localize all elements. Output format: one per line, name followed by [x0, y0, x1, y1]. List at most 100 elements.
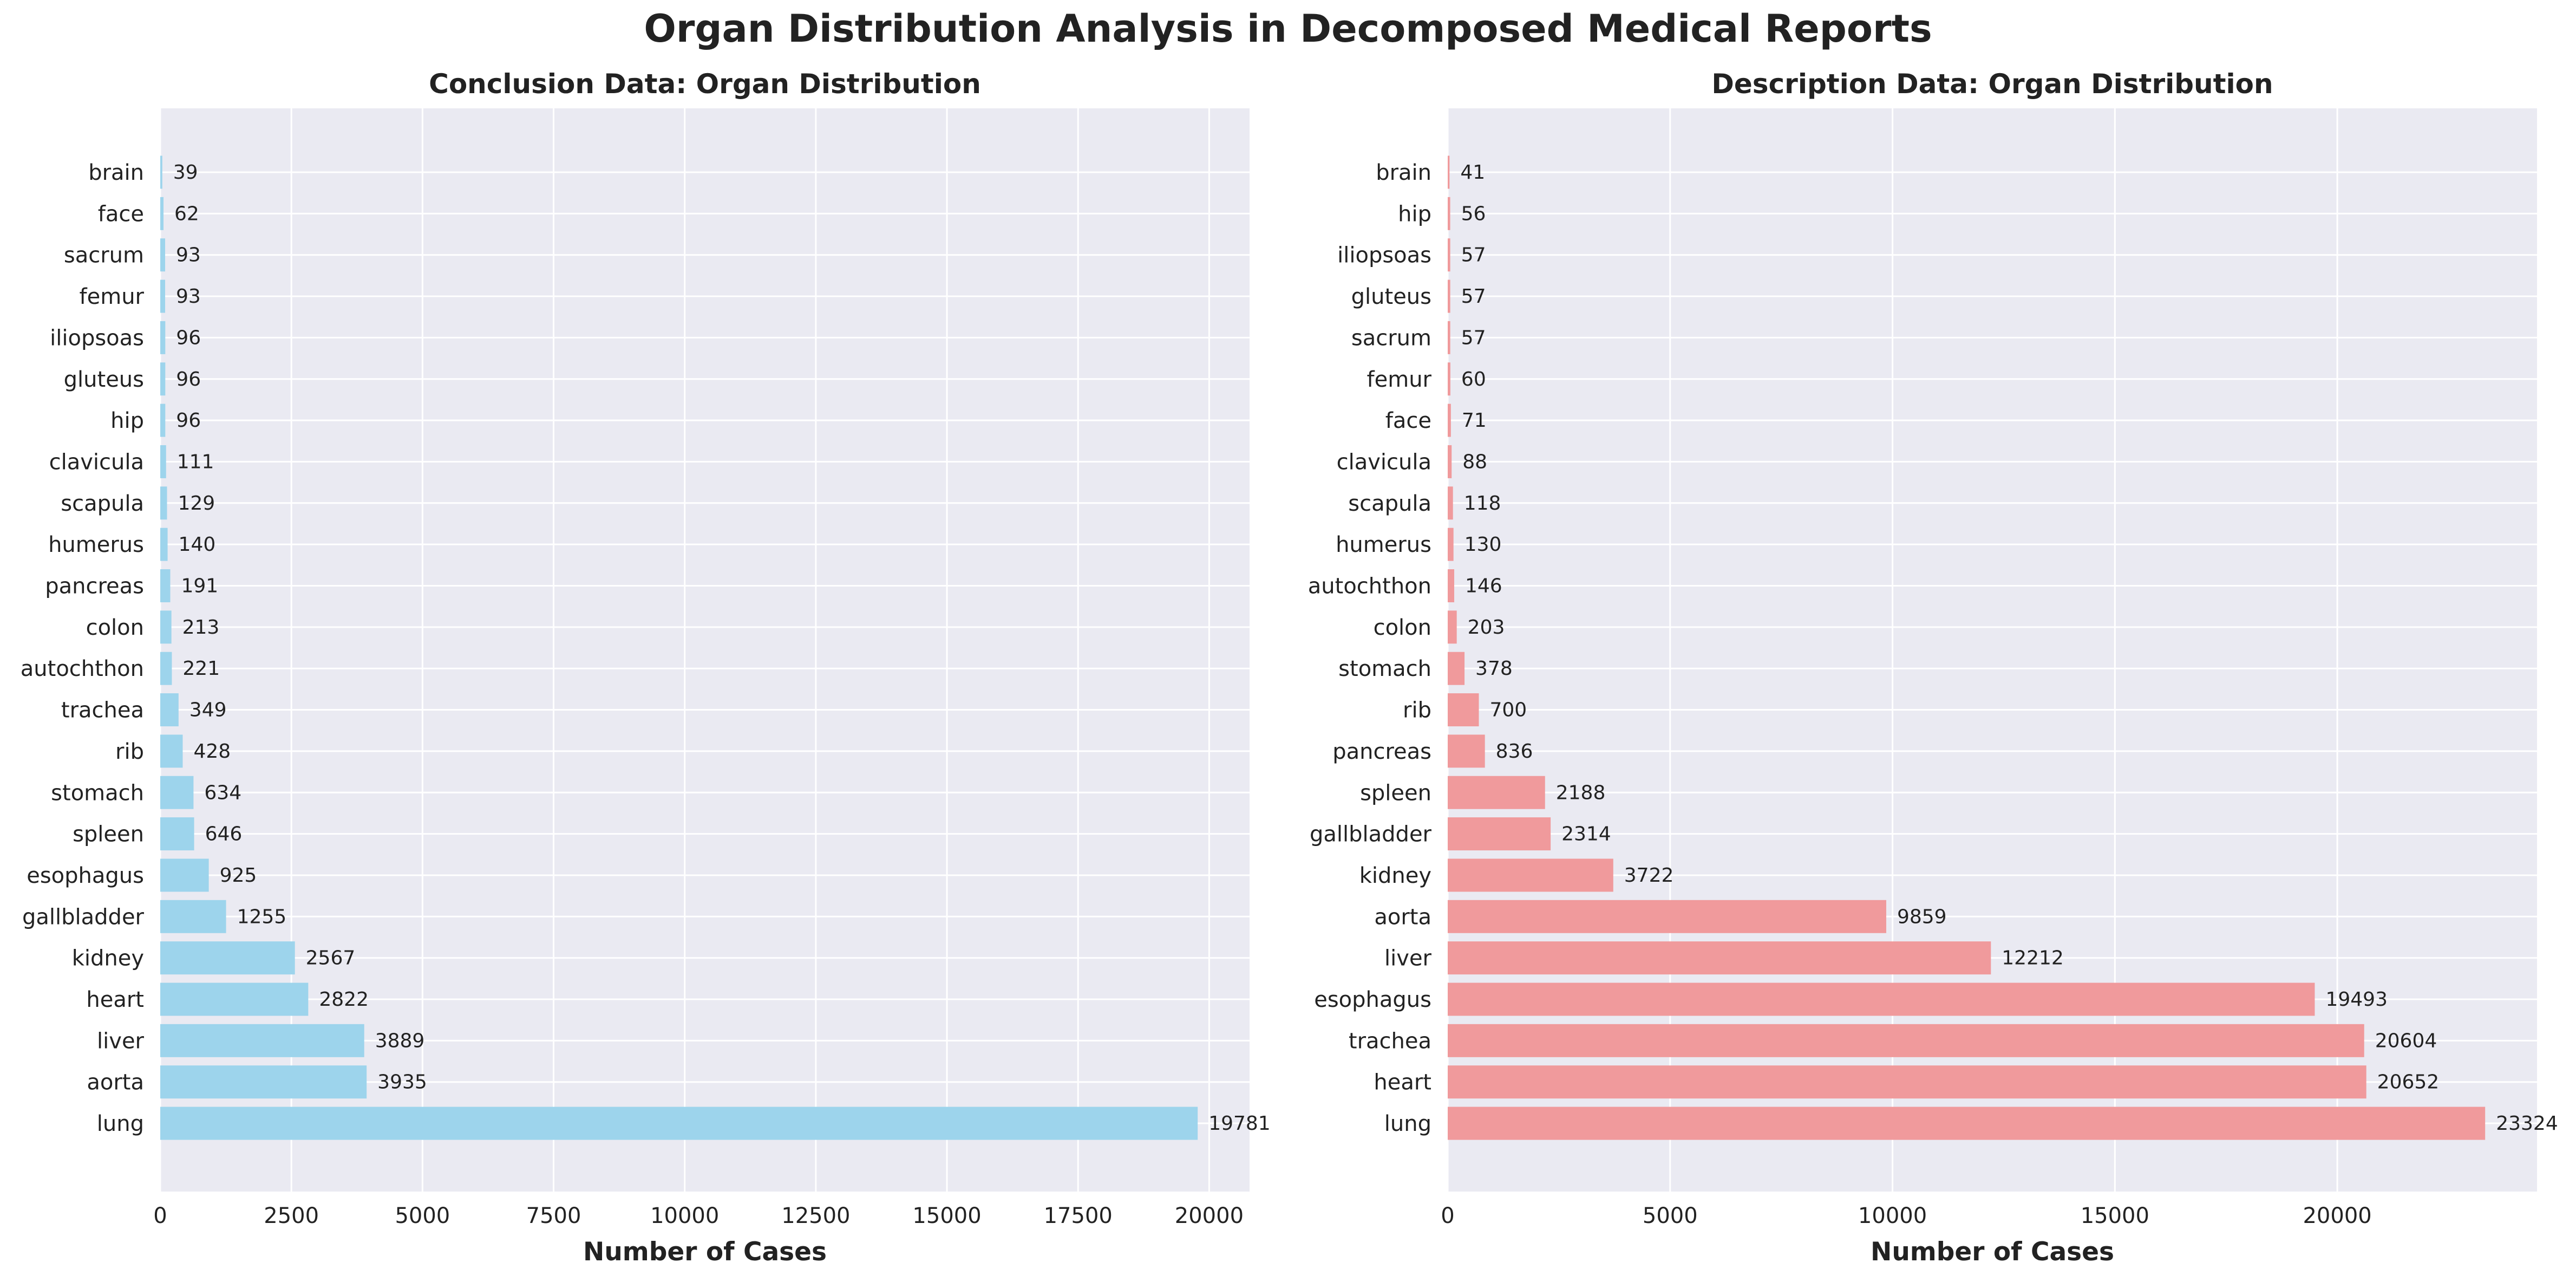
bar-iliopsoas: [1448, 238, 1450, 272]
y-tick-label: liver: [1384, 946, 1432, 971]
panel-title-description: Description Data: Organ Distribution: [1711, 68, 2273, 100]
y-tick-label: liver: [97, 1029, 145, 1053]
bar-femur: [1448, 362, 1450, 396]
value-label: 71: [1462, 409, 1487, 432]
y-tick-label: clavicula: [49, 450, 144, 474]
y-tick-label: iliopsoas: [50, 326, 144, 350]
bar-gallbladder: [1448, 817, 1551, 851]
bar-rib: [160, 734, 183, 768]
y-tick-label: gluteus: [1351, 284, 1431, 309]
bar-pancreas: [160, 569, 171, 602]
x-tick-label: 12500: [781, 1203, 850, 1228]
y-tick-label: pancreas: [1332, 739, 1431, 764]
bar-liver: [160, 1024, 364, 1057]
value-label: 96: [176, 368, 201, 391]
value-label: 20652: [2377, 1071, 2440, 1094]
y-tick-label: colon: [1374, 615, 1431, 640]
x-tick-label: 5000: [1643, 1203, 1698, 1228]
y-tick-label: sacrum: [64, 243, 144, 268]
bar-autochthon: [1448, 569, 1454, 602]
value-label: 118: [1464, 492, 1501, 515]
bar-humerus: [1448, 528, 1454, 561]
bar-esophagus: [160, 858, 209, 892]
value-label: 3722: [1624, 864, 1674, 887]
value-label: 2567: [306, 947, 356, 969]
value-label: 19781: [1208, 1112, 1271, 1135]
value-label: 130: [1464, 533, 1502, 556]
value-label: 634: [204, 782, 241, 804]
value-label: 23324: [2496, 1112, 2558, 1135]
value-label: 2314: [1561, 823, 1611, 845]
value-label: 111: [177, 451, 214, 473]
value-label: 1255: [237, 906, 287, 928]
plot-area-conclusion: [160, 108, 1250, 1192]
y-tick-label: spleen: [1360, 780, 1431, 805]
figure-title: Organ Distribution Analysis in Decompose…: [644, 6, 1932, 51]
y-tick-label: aorta: [87, 1070, 144, 1095]
bar-gallbladder: [160, 900, 226, 933]
value-label: 57: [1461, 244, 1486, 266]
y-tick-label: colon: [86, 615, 144, 640]
x-tick-label: 15000: [2081, 1203, 2149, 1228]
bar-aorta: [160, 1065, 367, 1099]
bar-gluteus: [160, 362, 166, 396]
y-tick-label: trachea: [1349, 1029, 1431, 1053]
bar-trachea: [1448, 1024, 2364, 1057]
value-label: 3935: [377, 1071, 427, 1094]
y-tick-label: heart: [86, 987, 144, 1012]
x-axis-label-description: Number of Cases: [1871, 1237, 2114, 1267]
y-tick-label: rib: [1403, 698, 1431, 723]
y-tick-label: humerus: [1336, 532, 1431, 557]
value-label: 191: [181, 575, 219, 597]
y-tick-label: kidney: [72, 946, 144, 971]
bar-humerus: [160, 528, 168, 561]
bar-kidney: [1448, 858, 1613, 892]
bar-face: [160, 197, 164, 230]
y-tick-label: gallbladder: [1310, 822, 1432, 847]
value-label: 9859: [1897, 906, 1947, 928]
value-label: 213: [182, 616, 220, 639]
bar-liver: [1448, 941, 1991, 975]
y-tick-label: esophagus: [27, 863, 144, 888]
x-tick-label: 7500: [526, 1203, 581, 1228]
value-label: 2188: [1556, 782, 1606, 804]
value-label: 62: [174, 203, 199, 225]
y-tick-label: face: [98, 201, 144, 226]
value-label: 129: [178, 492, 215, 515]
x-tick-label: 0: [1441, 1203, 1454, 1228]
value-label: 378: [1475, 658, 1513, 680]
bar-gluteus: [1448, 279, 1450, 313]
bar-hip: [1448, 197, 1450, 230]
y-tick-label: aorta: [1374, 904, 1431, 929]
value-label: 39: [173, 161, 198, 184]
value-label: 60: [1461, 368, 1486, 391]
panel-title-conclusion: Conclusion Data: Organ Distribution: [429, 68, 981, 100]
value-label: 93: [176, 285, 201, 308]
y-tick-label: stomach: [51, 780, 144, 805]
value-label: 20604: [2375, 1030, 2437, 1052]
value-label: 96: [176, 409, 201, 432]
bar-rib: [1448, 693, 1479, 727]
value-label: 925: [220, 864, 257, 887]
value-label: 57: [1461, 285, 1486, 308]
value-label: 146: [1465, 575, 1502, 597]
y-tick-label: hip: [1398, 201, 1431, 226]
value-label: 700: [1490, 699, 1527, 721]
bar-iliopsoas: [160, 321, 166, 354]
y-tick-label: autochthon: [1308, 574, 1431, 599]
y-tick-label: spleen: [73, 822, 144, 847]
y-tick-label: clavicula: [1337, 450, 1431, 474]
y-tick-label: autochthon: [21, 656, 144, 681]
y-tick-label: femur: [80, 284, 145, 309]
x-tick-label: 10000: [650, 1203, 719, 1228]
y-tick-label: hip: [110, 408, 144, 433]
x-tick-label: 20000: [1175, 1203, 1244, 1228]
bar-stomach: [160, 776, 194, 809]
value-label: 57: [1461, 327, 1486, 349]
bar-scapula: [1448, 486, 1453, 520]
x-axis-label-conclusion: Number of Cases: [583, 1237, 827, 1267]
y-tick-label: scapula: [1348, 491, 1431, 516]
y-tick-label: lung: [1384, 1111, 1431, 1136]
value-label: 93: [176, 244, 201, 266]
bar-brain: [1448, 155, 1450, 189]
